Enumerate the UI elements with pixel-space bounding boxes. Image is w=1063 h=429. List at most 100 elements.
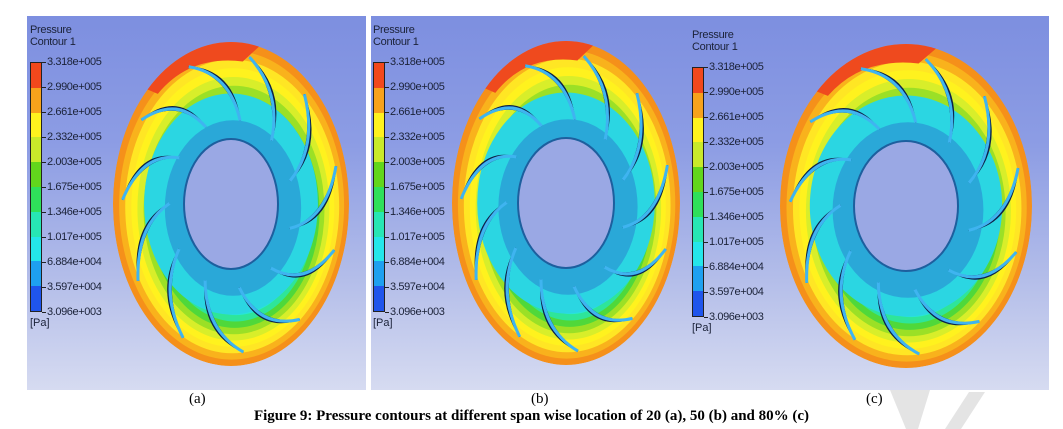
blade-surface [478,106,543,128]
impeller-contour [780,44,1032,368]
legend-tick [42,187,46,188]
legend-band [374,87,384,113]
legend-tick [385,162,389,163]
legend-band [693,68,703,93]
legend-tick [42,162,46,163]
legend-tick [42,212,46,213]
legend-tick [42,62,46,63]
legend-tick [704,292,708,293]
blade-surface [582,55,609,141]
legend-level-label: 3.096e+003 [47,306,102,318]
legend-tick [704,317,708,318]
legend-tick [704,142,708,143]
legend-title-line2: Contour 1 [692,41,738,53]
legend-band [693,92,703,118]
legend-level-label: 1.017e+005 [47,231,102,243]
legend-level-label: 1.675e+005 [709,186,764,198]
legend-level-label: 2.332e+005 [47,131,102,143]
legend-level-label: 2.990e+005 [47,81,102,93]
blade-surface [524,64,577,121]
figure-caption: Figure 9: Pressure contours at different… [253,408,810,424]
legend-color-bar [373,62,385,312]
legend-tick [385,62,389,63]
blade-surface [967,95,991,184]
blade-surface [913,288,980,325]
legend-band [31,186,41,212]
legend-level-label: 2.003e+005 [47,156,102,168]
legend-band [374,261,384,287]
legend-color-bar [692,67,704,317]
legend-title: Pressure Contour 1 [30,24,76,48]
blade-surface [203,280,245,354]
legend-title-line2: Contour 1 [30,36,76,48]
high-pressure-region [142,42,261,94]
subfigure-label-c: (c) [866,391,883,407]
blade-surface [621,92,643,181]
impeller-eye [183,138,279,270]
legend-band [31,87,41,113]
legend-level-label: 3.096e+003 [709,311,764,323]
legend-band [31,236,41,262]
legend-unit: [Pa] [30,317,50,329]
high-pressure-region [480,41,595,93]
legend-tick [385,212,389,213]
blade-surface [805,204,842,284]
legend-tick [704,217,708,218]
legend-title-line2: Contour 1 [373,36,419,48]
legend-level-label: 2.003e+005 [390,156,445,168]
blade-surface [572,285,633,322]
legend-band [31,286,41,311]
legend-band [374,236,384,262]
legend-color-bar [30,62,42,312]
legend-level-label: 1.017e+005 [709,236,764,248]
legend-tick [42,112,46,113]
blade-surface [622,164,669,229]
legend-level-label: 2.990e+005 [390,81,445,93]
legend-tick [385,237,389,238]
legend-title: Pressure Contour 1 [373,24,419,48]
legend-tick [42,237,46,238]
impeller-contour [113,42,349,366]
legend-unit: [Pa] [373,317,393,329]
blade-surface [788,157,852,203]
blade-surface [505,247,522,338]
legend-level-label: 1.675e+005 [390,181,445,193]
legend-level-label: 3.096e+003 [390,306,445,318]
blade-surface [603,248,667,276]
blade-surface [289,165,338,230]
legend-tick [42,137,46,138]
legend-band [31,112,41,138]
legend-level-label: 1.675e+005 [47,181,102,193]
legend-tick [704,192,708,193]
legend-level-label: 2.661e+005 [47,106,102,118]
legend-level-label: 3.318e+005 [709,61,764,73]
blade-surface [140,107,208,129]
legend-tick [385,187,389,188]
legend-tick [385,312,389,313]
impeller-eye [517,137,615,269]
legend-band [31,261,41,287]
legend-level-label: 3.597e+004 [47,281,102,293]
legend-band [374,162,384,187]
legend-unit: [Pa] [692,322,712,334]
legend-tick [704,242,708,243]
legend-level-label: 2.332e+005 [390,131,445,143]
legend-band [374,186,384,212]
legend-band [693,167,703,192]
contour-panel-a: Pressure Contour 1 3.318e+005 2.990e+005 2.6… [27,16,366,390]
legend-band [374,286,384,311]
legend-band [693,216,703,242]
legend-level-label: 2.661e+005 [390,106,445,118]
high-pressure-region [811,44,938,96]
legend-level-label: 1.346e+005 [709,211,764,223]
blade-surface [270,249,336,277]
blade-surface [288,93,311,182]
legend-level-label: 2.003e+005 [709,161,764,173]
legend-tick [42,87,46,88]
blade-surface [237,286,301,323]
legend-tick [704,67,708,68]
legend-level-label: 1.017e+005 [390,231,445,243]
legend-band [374,63,384,88]
legend-level-label: 1.346e+005 [390,206,445,218]
legend-band [693,191,703,217]
